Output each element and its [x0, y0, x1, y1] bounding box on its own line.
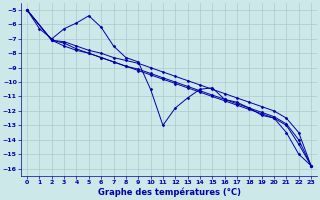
- X-axis label: Graphe des températures (°C): Graphe des températures (°C): [98, 188, 241, 197]
